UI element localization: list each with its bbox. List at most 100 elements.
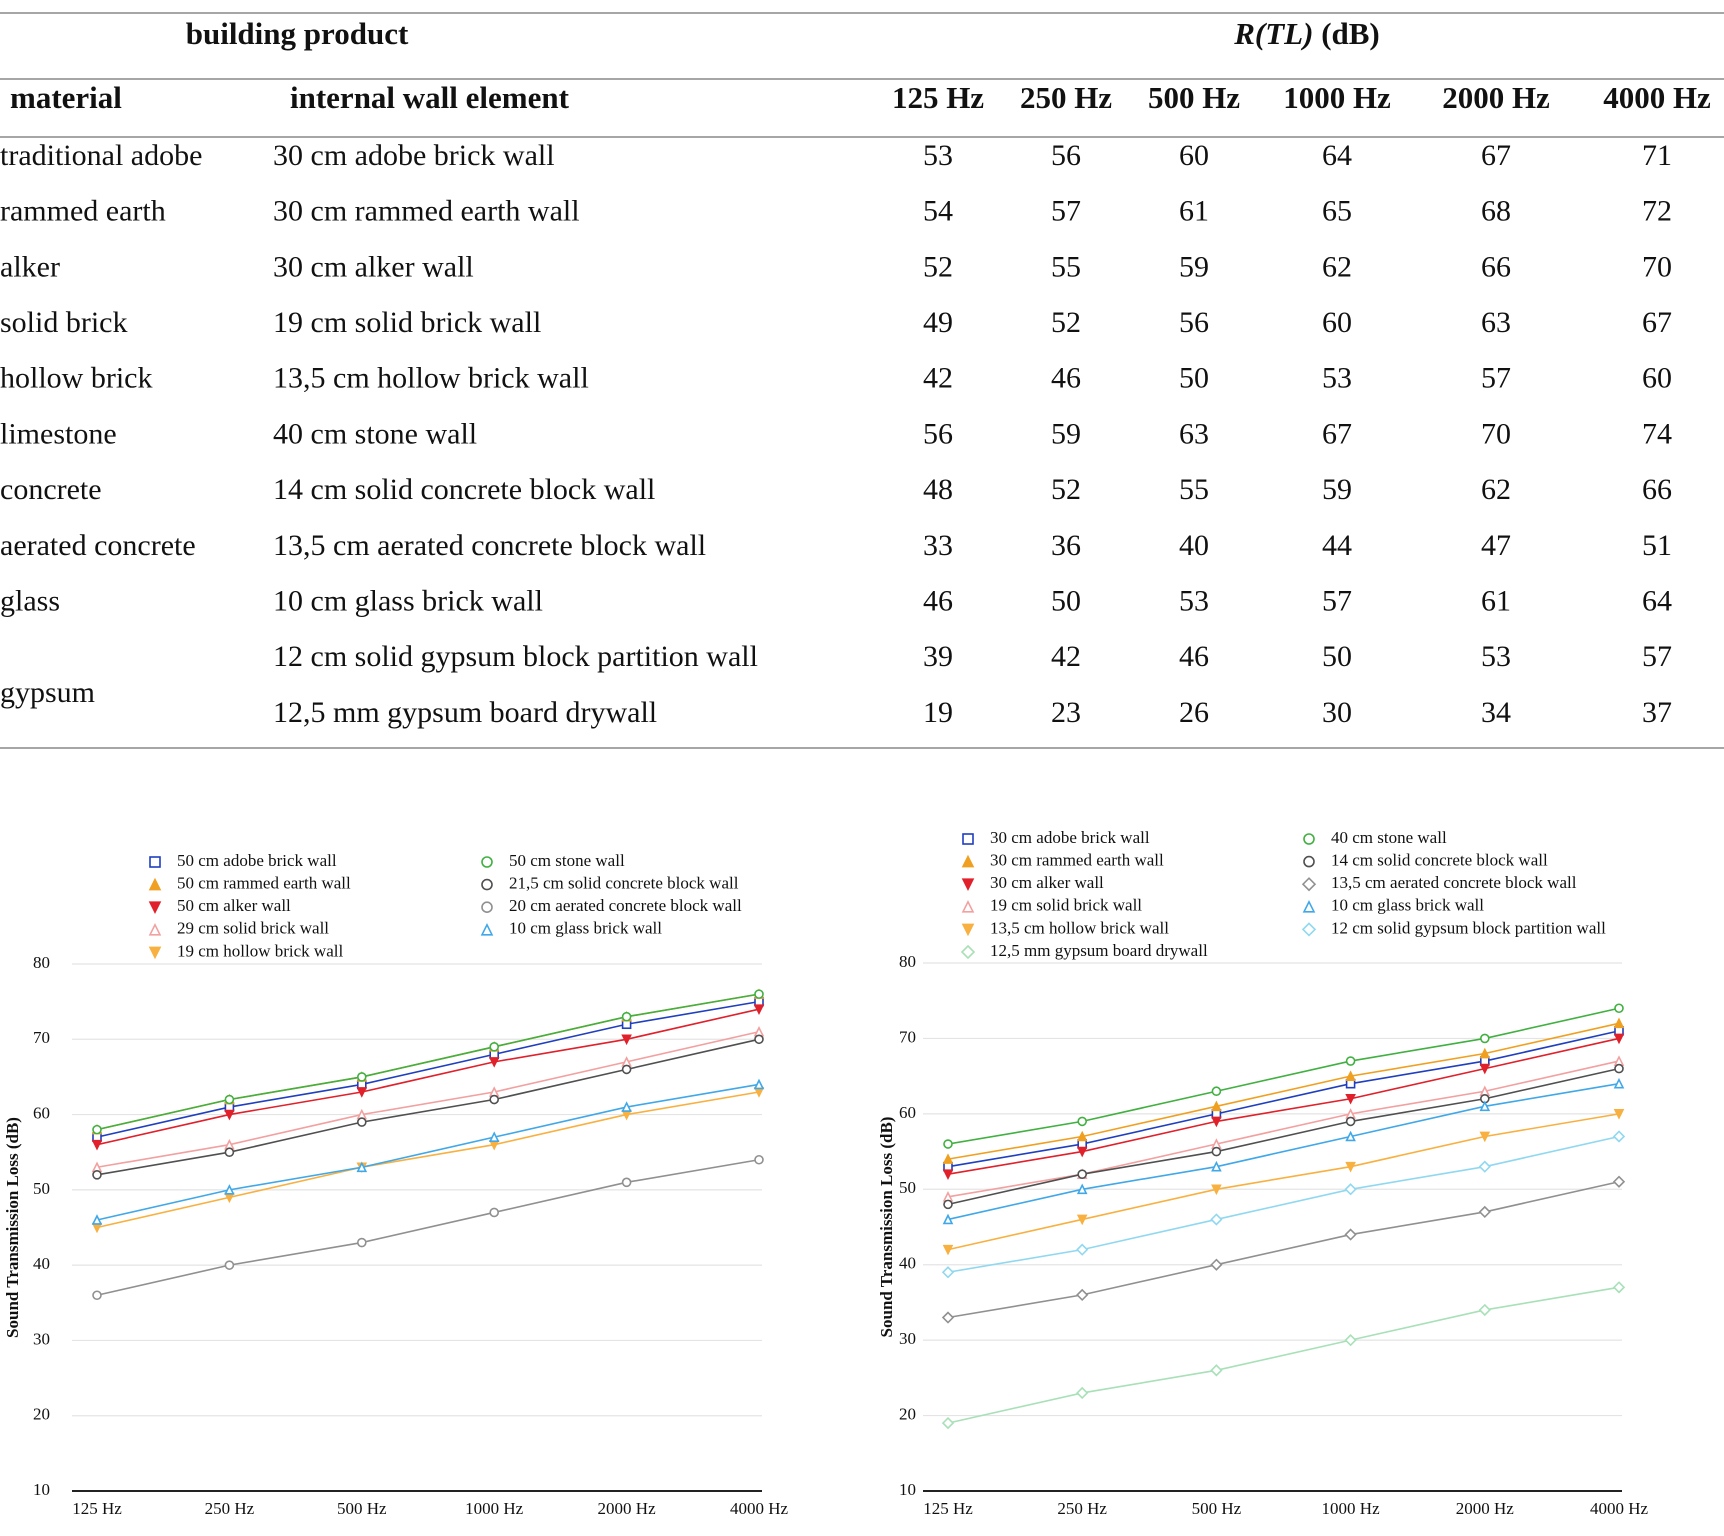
column-header: 1000 Hz xyxy=(1283,80,1391,115)
value-cell: 44 xyxy=(1322,529,1352,562)
y-tick-label: 20 xyxy=(33,1405,50,1424)
marker xyxy=(1479,1063,1491,1075)
value-cell: 49 xyxy=(923,306,953,339)
series-line xyxy=(96,1083,760,1221)
value-cell: 40 xyxy=(1179,529,1209,562)
value-cell: 71 xyxy=(1642,139,1672,172)
legend-label: 50 cm stone wall xyxy=(509,851,625,870)
marker xyxy=(1077,1169,1087,1179)
marker xyxy=(1480,1033,1490,1044)
marker xyxy=(941,1311,955,1324)
series-line xyxy=(947,1030,1620,1168)
marker xyxy=(1612,1175,1626,1188)
y-tick-label: 70 xyxy=(899,1027,916,1046)
marker xyxy=(1301,922,1317,937)
value-cell: 61 xyxy=(1481,584,1511,617)
marker xyxy=(1345,1093,1356,1105)
y-tick-label: 20 xyxy=(899,1404,916,1423)
marker xyxy=(941,1416,955,1430)
value-cell: 50 xyxy=(1322,640,1352,673)
legend-label: 14 cm solid concrete block wall xyxy=(1331,851,1548,870)
value-cell: 46 xyxy=(1179,640,1209,673)
marker xyxy=(1479,1047,1491,1059)
x-tick-label: 250 Hz xyxy=(205,1499,255,1518)
marker xyxy=(91,1214,103,1225)
value-cell: 53 xyxy=(923,139,953,172)
value-cell: 42 xyxy=(1051,640,1081,673)
material-cell: gypsum xyxy=(0,676,95,709)
legend-label: 30 cm alker wall xyxy=(990,873,1104,892)
series-line xyxy=(947,1286,1620,1424)
y-tick-label: 50 xyxy=(33,1179,50,1198)
value-cell: 46 xyxy=(923,584,953,617)
marker xyxy=(1344,1334,1357,1347)
quantity: R(TL) xyxy=(1233,16,1313,51)
series-line xyxy=(947,1007,1620,1145)
marker xyxy=(961,923,975,937)
marker xyxy=(1479,1131,1491,1143)
material-cell: rammed earth xyxy=(0,195,166,228)
series-line xyxy=(96,1091,760,1229)
value-cell: 55 xyxy=(1051,250,1081,283)
value-cell: 66 xyxy=(1481,250,1511,283)
marker xyxy=(488,1057,500,1068)
marker xyxy=(489,1207,500,1218)
value-cell: 36 xyxy=(1051,529,1081,562)
marker xyxy=(489,1094,500,1105)
marker xyxy=(1303,833,1315,845)
y-tick-label: 80 xyxy=(899,952,916,971)
marker xyxy=(224,1260,235,1270)
legend-label: 13,5 cm hollow brick wall xyxy=(990,918,1169,937)
marker xyxy=(942,1169,954,1180)
value-cell: 46 xyxy=(1051,362,1081,395)
marker xyxy=(942,1244,954,1256)
marker xyxy=(1302,900,1316,913)
value-cell: 53 xyxy=(1322,362,1352,395)
marker xyxy=(1614,1063,1624,1074)
marker xyxy=(149,856,161,868)
marker xyxy=(1612,1130,1626,1143)
x-tick-label: 2000 Hz xyxy=(598,1499,657,1518)
series-line xyxy=(947,1135,1620,1274)
value-cell: 55 xyxy=(1179,473,1209,506)
x-tick-label: 1000 Hz xyxy=(1322,1499,1381,1518)
y-tick-label: 10 xyxy=(899,1480,916,1499)
marker xyxy=(1303,855,1315,868)
marker xyxy=(1076,1146,1088,1158)
marker xyxy=(1210,1258,1223,1271)
series-line xyxy=(96,1000,760,1138)
series-line xyxy=(947,1180,1620,1319)
value-cell: 60 xyxy=(1322,306,1352,339)
marker xyxy=(1211,1160,1222,1172)
material-cell: hollow brick xyxy=(0,362,152,395)
legend-label: 30 cm rammed earth wall xyxy=(990,851,1164,870)
value-cell: 50 xyxy=(1179,362,1209,395)
marker xyxy=(1478,1303,1491,1317)
value-cell: 52 xyxy=(923,250,953,283)
marker xyxy=(91,1139,103,1151)
column-header: 125 Hz xyxy=(892,80,984,115)
marker xyxy=(754,1034,764,1045)
marker xyxy=(621,1011,632,1022)
series-line xyxy=(947,1067,1620,1206)
marker xyxy=(1478,1160,1491,1173)
value-cell: 63 xyxy=(1481,306,1511,339)
x-tick-label: 250 Hz xyxy=(1057,1499,1107,1518)
marker xyxy=(148,877,162,891)
value-cell: 67 xyxy=(1322,417,1352,450)
y-tick-label: 40 xyxy=(33,1254,50,1273)
value-cell: 26 xyxy=(1179,696,1209,729)
marker xyxy=(1211,1184,1222,1196)
value-cell: 39 xyxy=(923,640,953,673)
marker xyxy=(1478,1205,1491,1219)
value-cell: 59 xyxy=(1322,473,1352,506)
marker xyxy=(1479,1100,1491,1112)
value-cell: 33 xyxy=(923,529,953,562)
marker xyxy=(224,1109,235,1121)
column-header: 2000 Hz xyxy=(1442,80,1550,115)
legend-label: 10 cm glass brick wall xyxy=(1331,896,1484,915)
value-cell: 19 xyxy=(923,696,953,729)
marker xyxy=(224,1147,235,1158)
chart: 10 20 30 40 50 60 70 80 125 Hz 250 Hz 500 Hz 1000 H… xyxy=(3,851,789,1518)
